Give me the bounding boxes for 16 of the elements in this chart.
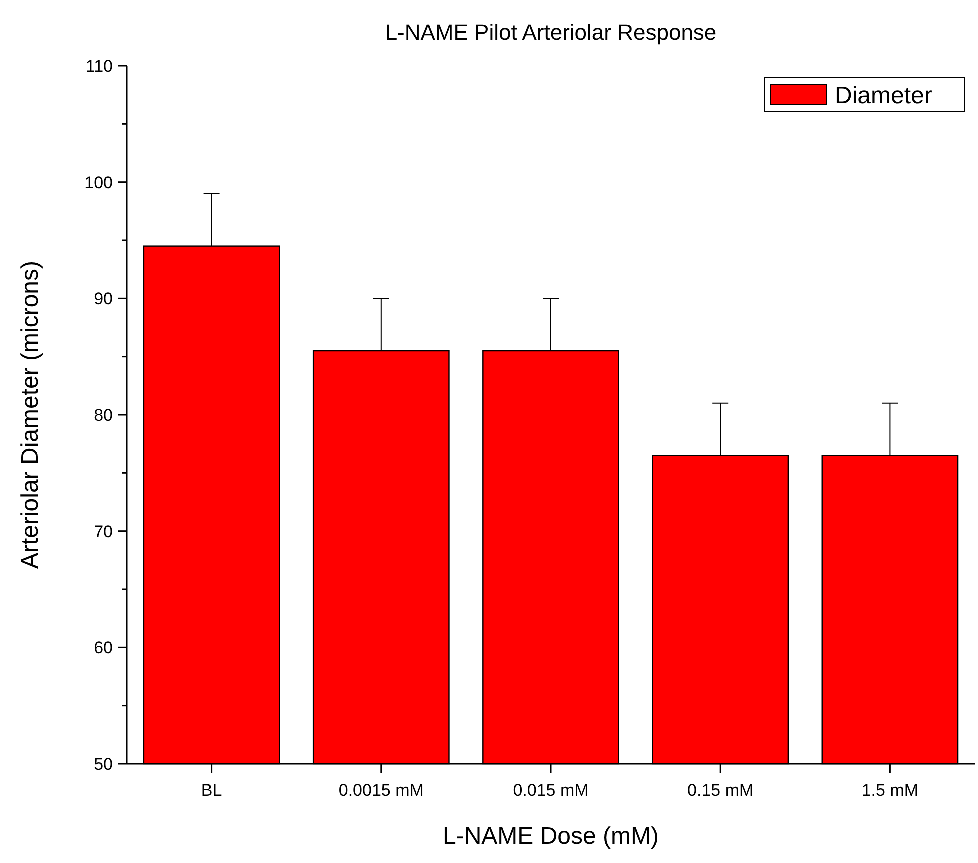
y-tick-label: 50 [94, 754, 113, 774]
x-tick-label: 0.15 mM [688, 781, 754, 800]
y-tick-label: 100 [84, 173, 113, 192]
y-tick-label: 110 [86, 56, 113, 76]
y-tick-label: 60 [94, 638, 113, 658]
legend-label: Diameter [835, 82, 932, 110]
y-tick-label: 90 [94, 290, 113, 309]
x-tick-label: 0.0015 mM [338, 781, 424, 800]
y-tick-label: 70 [94, 522, 113, 542]
x-tick-label: 1.5 mM [862, 781, 919, 800]
x-tick-label: 0.015 mM [513, 781, 589, 800]
chart-title: L-NAME Pilot Arteriolar Response [385, 20, 717, 45]
y-tick-label: 80 [94, 406, 113, 425]
x-axis-title: L-NAME Dose (mM) [442, 823, 660, 850]
y-axis-title: Arteriolar Diameter (microns) [17, 260, 44, 570]
x-tick-label: BL [201, 781, 222, 800]
